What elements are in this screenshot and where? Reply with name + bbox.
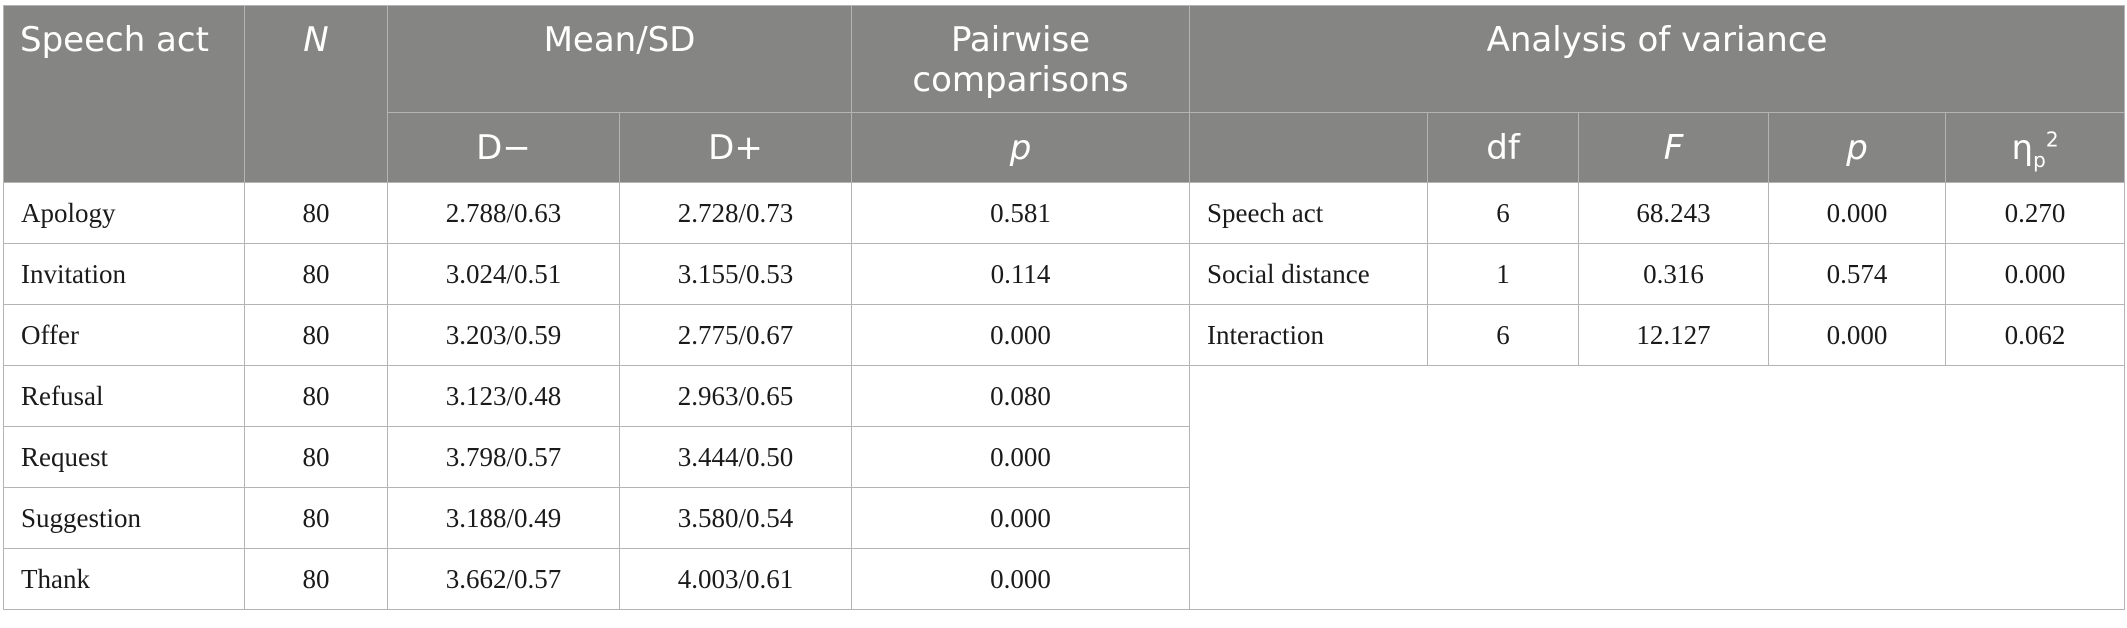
table-row: Suggestion 80 3.188/0.49 3.580/0.54 0.00… bbox=[3, 487, 2125, 549]
cell-anova-source: Interaction bbox=[1189, 304, 1429, 366]
header-row-1: Speech act N Mean/SD Pairwise comparisons… bbox=[3, 5, 2126, 183]
header-f: F bbox=[1578, 112, 1770, 183]
cell-n: 80 bbox=[244, 304, 388, 366]
cell-d-plus: 3.444/0.50 bbox=[618, 426, 853, 488]
cell-p: 0.581 bbox=[851, 182, 1191, 244]
cell-speech-act: Apology bbox=[3, 182, 245, 244]
cell-anova-source: Social distance bbox=[1189, 243, 1429, 305]
cell-d-plus: 2.775/0.67 bbox=[618, 304, 853, 366]
table-row: Thank 80 3.662/0.57 4.003/0.61 0.000 bbox=[3, 548, 2125, 610]
header-p-anova: p bbox=[1768, 112, 1947, 183]
cell-eta: 0.270 bbox=[1945, 182, 2126, 244]
cell-speech-act: Invitation bbox=[3, 243, 245, 305]
cell-d-minus: 3.024/0.51 bbox=[387, 243, 620, 305]
cell-df: 6 bbox=[1427, 304, 1580, 366]
header-p-pairwise-label: p bbox=[1009, 127, 1032, 168]
cell-d-plus: 2.728/0.73 bbox=[618, 182, 853, 244]
header-eta-squared: ηp2 bbox=[1945, 112, 2126, 183]
header-n-label: N bbox=[303, 20, 329, 60]
cell-d-minus: 3.123/0.48 bbox=[387, 365, 620, 427]
eta-superscript: 2 bbox=[2045, 127, 2059, 152]
results-table-container: Speech act N Mean/SD Pairwise comparisons… bbox=[3, 5, 2126, 610]
cell-p: 0.080 bbox=[851, 365, 1191, 427]
header-d-plus: D+ bbox=[618, 112, 853, 183]
cell-p: 0.114 bbox=[851, 243, 1191, 305]
cell-n: 80 bbox=[244, 182, 388, 244]
table-row: Offer 80 3.203/0.59 2.775/0.67 0.000 Int… bbox=[3, 304, 2126, 366]
cell-p: 0.000 bbox=[851, 426, 1191, 488]
cell-f: 68.243 bbox=[1578, 182, 1770, 244]
cell-speech-act: Offer bbox=[3, 304, 245, 366]
cell-eta: 0.062 bbox=[1945, 304, 2126, 366]
cell-d-plus: 3.580/0.54 bbox=[618, 487, 853, 549]
header-p-anova-label: p bbox=[1846, 127, 1868, 168]
header-f-label: F bbox=[1663, 127, 1684, 168]
header-pairwise-line1: Pairwise bbox=[950, 20, 1091, 60]
cell-f: 0.316 bbox=[1578, 243, 1770, 305]
cell-d-minus: 3.203/0.59 bbox=[387, 304, 620, 366]
header-df: df bbox=[1427, 112, 1580, 183]
results-table: Speech act N Mean/SD Pairwise comparisons… bbox=[3, 5, 2126, 610]
empty-anova-area bbox=[1189, 365, 2126, 610]
cell-p: 0.000 bbox=[851, 487, 1191, 549]
cell-d-plus: 3.155/0.53 bbox=[618, 243, 853, 305]
header-p-pairwise: p bbox=[851, 112, 1191, 183]
cell-d-minus: 3.188/0.49 bbox=[387, 487, 620, 549]
cell-p: 0.000 bbox=[851, 304, 1191, 366]
eta-subscript: p bbox=[2033, 147, 2046, 172]
cell-speech-act: Refusal bbox=[3, 365, 245, 427]
cell-n: 80 bbox=[244, 487, 388, 549]
cell-eta: 0.000 bbox=[1945, 243, 2126, 305]
header-mean-sd: Mean/SD bbox=[386, 5, 853, 113]
cell-d-minus: 3.798/0.57 bbox=[387, 426, 620, 488]
cell-p-anova: 0.000 bbox=[1768, 182, 1947, 244]
cell-d-plus: 2.963/0.65 bbox=[618, 365, 853, 427]
table-row: Refusal 80 3.123/0.48 2.963/0.65 0.080 bbox=[3, 365, 2126, 610]
header-anova: Analysis of variance bbox=[1189, 5, 2126, 113]
table-row: Apology 80 2.788/0.63 2.728/0.73 0.581 S… bbox=[3, 182, 2126, 244]
cell-df: 6 bbox=[1427, 182, 1580, 244]
cell-p: 0.000 bbox=[851, 548, 1191, 610]
header-pairwise-line2: comparisons bbox=[912, 60, 1129, 100]
cell-n: 80 bbox=[244, 243, 388, 305]
header-anova-source bbox=[1189, 112, 1429, 183]
cell-d-minus: 2.788/0.63 bbox=[387, 182, 620, 244]
header-row-2: D− D+ p df F p ηp2 bbox=[4, 112, 2126, 183]
cell-anova-source: Speech act bbox=[1189, 182, 1429, 244]
cell-p-anova: 0.000 bbox=[1768, 304, 1947, 366]
cell-d-plus: 4.003/0.61 bbox=[618, 548, 853, 610]
cell-n: 80 bbox=[244, 365, 388, 427]
header-n: N bbox=[244, 5, 388, 183]
cell-n: 80 bbox=[244, 426, 388, 488]
cell-speech-act: Suggestion bbox=[3, 487, 245, 549]
table-row: Request 80 3.798/0.57 3.444/0.50 0.000 bbox=[3, 426, 2125, 488]
header-pairwise: Pairwise comparisons bbox=[851, 5, 1191, 113]
eta-symbol: η bbox=[2011, 127, 2034, 168]
cell-p-anova: 0.574 bbox=[1768, 243, 1947, 305]
cell-f: 12.127 bbox=[1578, 304, 1770, 366]
cell-d-minus: 3.662/0.57 bbox=[387, 548, 620, 610]
cell-n: 80 bbox=[244, 548, 388, 610]
cell-df: 1 bbox=[1427, 243, 1580, 305]
header-speech-act: Speech act bbox=[3, 5, 245, 183]
cell-speech-act: Request bbox=[3, 426, 245, 488]
cell-speech-act: Thank bbox=[3, 548, 245, 610]
table-row: Invitation 80 3.024/0.51 3.155/0.53 0.11… bbox=[3, 243, 2126, 305]
header-d-minus: D− bbox=[387, 112, 620, 183]
